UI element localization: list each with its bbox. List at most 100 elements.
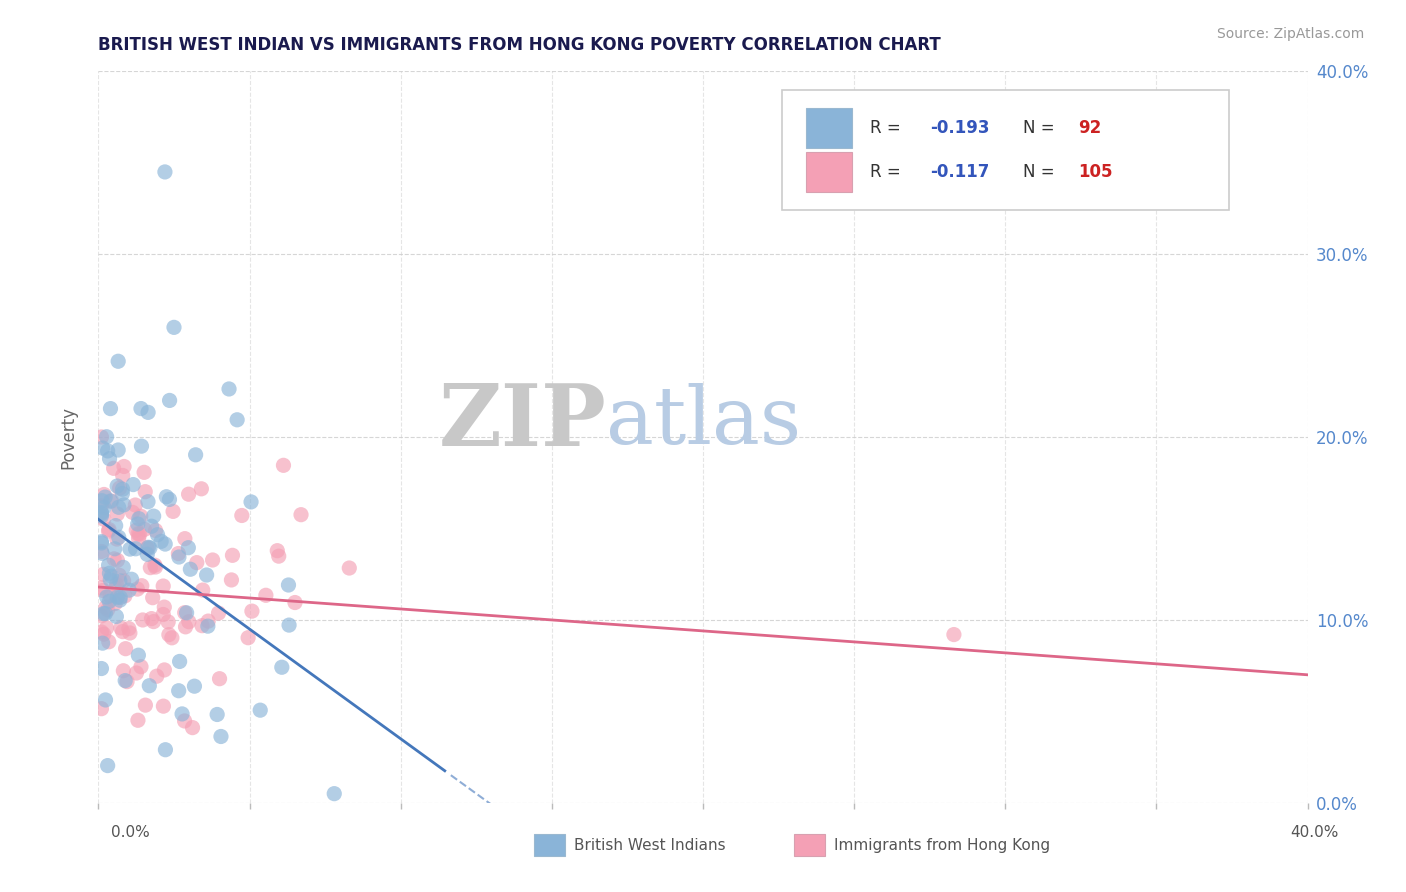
Point <box>141 519 163 533</box>
Point <box>105 609 128 624</box>
Point <box>173 532 195 546</box>
Text: N =: N = <box>1024 119 1060 137</box>
Point <box>94 600 117 615</box>
Point <box>127 582 149 596</box>
Point <box>191 582 214 597</box>
Point <box>266 543 288 558</box>
Point <box>129 401 152 416</box>
Point <box>207 606 229 620</box>
Point <box>128 511 150 525</box>
Point <box>91 636 114 650</box>
Point <box>177 615 200 629</box>
Point <box>105 507 128 521</box>
Point <box>208 672 231 686</box>
FancyBboxPatch shape <box>782 90 1229 211</box>
Point <box>157 615 180 629</box>
Point <box>107 354 129 368</box>
Point <box>112 498 135 512</box>
Point <box>90 536 112 550</box>
Point <box>152 579 174 593</box>
Point <box>100 494 122 508</box>
Point <box>174 620 197 634</box>
Point <box>97 635 120 649</box>
Point <box>177 487 200 501</box>
Point <box>150 534 173 549</box>
Point <box>121 505 143 519</box>
Point <box>155 742 177 756</box>
Point <box>167 549 190 564</box>
Point <box>153 537 176 551</box>
Point <box>118 542 141 557</box>
Point <box>184 448 207 462</box>
Point <box>90 581 112 595</box>
Point <box>93 512 115 526</box>
Point <box>97 558 120 573</box>
Point <box>236 631 259 645</box>
Point <box>108 574 131 588</box>
Point <box>136 405 159 419</box>
Point <box>131 613 153 627</box>
Point <box>197 619 219 633</box>
Point <box>136 547 159 561</box>
Point <box>93 500 115 515</box>
Point <box>186 556 208 570</box>
Point <box>195 568 218 582</box>
Point <box>240 495 263 509</box>
Point <box>91 546 114 560</box>
Point <box>97 524 120 538</box>
Bar <box>806 108 852 148</box>
Point <box>107 530 129 544</box>
Point <box>142 615 165 629</box>
Point <box>98 589 121 603</box>
Point <box>209 730 232 744</box>
Text: ZIP: ZIP <box>439 381 606 465</box>
Point <box>124 498 146 512</box>
Point <box>177 541 200 555</box>
Point <box>273 458 295 473</box>
Point <box>146 527 169 541</box>
Point <box>107 500 129 515</box>
Point <box>94 490 117 504</box>
Point <box>103 552 125 566</box>
Point <box>191 618 214 632</box>
Point <box>142 509 165 524</box>
Point <box>152 607 174 622</box>
Point <box>153 663 176 677</box>
Point <box>108 481 131 495</box>
Point <box>218 382 240 396</box>
Point <box>94 607 117 621</box>
Point <box>153 165 176 179</box>
Point <box>98 566 121 581</box>
Point <box>90 505 112 519</box>
Point <box>104 541 127 556</box>
Point <box>115 674 138 689</box>
Point <box>173 606 195 620</box>
Point <box>104 518 127 533</box>
Text: BRITISH WEST INDIAN VS IMMIGRANTS FROM HONG KONG POVERTY CORRELATION CHART: BRITISH WEST INDIAN VS IMMIGRANTS FROM H… <box>98 36 941 54</box>
Point <box>112 664 135 678</box>
Point <box>134 698 156 713</box>
Point <box>108 568 131 582</box>
Text: Immigrants from Hong Kong: Immigrants from Hong Kong <box>834 838 1050 853</box>
Point <box>162 504 184 518</box>
Point <box>104 596 127 610</box>
Point <box>267 549 290 563</box>
Point <box>173 714 195 728</box>
Point <box>254 588 277 602</box>
Point <box>93 607 115 621</box>
Point <box>127 526 149 541</box>
Point <box>97 602 120 616</box>
Point <box>103 461 125 475</box>
Point <box>136 541 159 555</box>
Point <box>98 594 121 608</box>
Point <box>97 444 120 458</box>
Text: 40.0%: 40.0% <box>1291 825 1339 840</box>
Point <box>201 553 224 567</box>
Point <box>100 569 122 583</box>
Point <box>90 544 112 558</box>
Point <box>128 532 150 546</box>
Point <box>105 479 128 493</box>
Point <box>91 583 114 598</box>
Point <box>270 660 292 674</box>
Point <box>114 673 136 688</box>
